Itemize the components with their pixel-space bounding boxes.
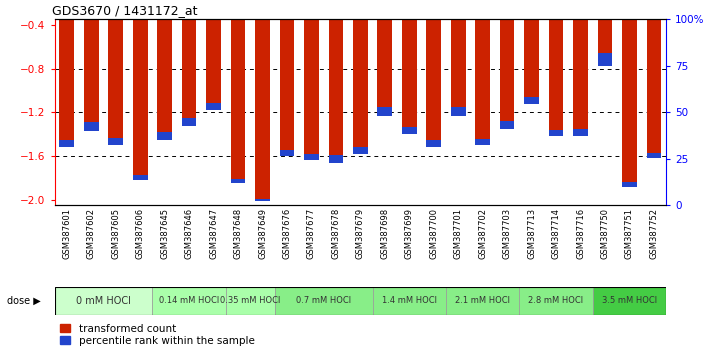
Bar (451, 0, 465, 116)
Bar (622, 182, 637, 187)
Bar (84, 122, 98, 131)
Bar (573, 0, 587, 136)
Bar (108, 0, 123, 145)
Bar (133, 0, 148, 180)
Bar (182, 0, 197, 126)
Bar (646, 0, 661, 158)
Text: GDS3670 / 1431172_at: GDS3670 / 1431172_at (52, 4, 197, 17)
Text: 0.14 mM HOCl: 0.14 mM HOCl (159, 296, 219, 306)
Bar (353, 0, 368, 154)
Text: 2.8 mM HOCl: 2.8 mM HOCl (529, 296, 584, 306)
Bar (598, 0, 612, 67)
Bar (231, 0, 245, 183)
Bar (524, 97, 539, 104)
Bar (427, 0, 441, 147)
Bar (524, 0, 539, 104)
Bar (353, 147, 368, 154)
Bar (206, 103, 221, 110)
Bar (475, 0, 490, 145)
Bar (231, 179, 245, 183)
Bar (475, 139, 490, 145)
Text: 2.1 mM HOCl: 2.1 mM HOCl (455, 296, 510, 306)
Bar (206, 0, 221, 110)
Text: 0.35 mM HOCl: 0.35 mM HOCl (220, 296, 280, 306)
Bar (378, 107, 392, 116)
Bar (549, 130, 563, 136)
Text: 3.5 mM HOCl: 3.5 mM HOCl (602, 296, 657, 306)
Bar (446, 287, 519, 315)
Bar (328, 155, 343, 163)
Bar (402, 0, 416, 134)
Bar (573, 129, 587, 136)
Bar (280, 0, 294, 156)
Bar (549, 0, 563, 136)
Bar (451, 107, 465, 116)
Bar (500, 0, 515, 129)
Bar (304, 0, 319, 160)
Bar (256, 199, 270, 201)
Bar (60, 0, 74, 147)
Bar (256, 0, 270, 201)
Bar (226, 287, 274, 315)
Text: 1.4 mM HOCl: 1.4 mM HOCl (381, 296, 437, 306)
Bar (55, 287, 152, 315)
Bar (280, 149, 294, 156)
Bar (60, 140, 74, 147)
Bar (373, 287, 446, 315)
Text: 0.7 mM HOCl: 0.7 mM HOCl (296, 296, 351, 306)
Bar (157, 0, 172, 140)
Bar (84, 0, 98, 131)
Bar (402, 127, 416, 134)
Bar (427, 140, 441, 147)
Bar (519, 287, 593, 315)
Bar (622, 0, 637, 187)
Bar (108, 138, 123, 145)
Bar (328, 0, 343, 163)
Bar (593, 287, 666, 315)
Bar (304, 154, 319, 160)
Text: 0 mM HOCl: 0 mM HOCl (76, 296, 131, 306)
Legend: transformed count, percentile rank within the sample: transformed count, percentile rank withi… (60, 324, 254, 346)
Bar (500, 121, 515, 129)
Bar (182, 118, 197, 126)
Bar (157, 132, 172, 140)
Bar (274, 287, 373, 315)
Bar (598, 53, 612, 67)
Text: dose ▶: dose ▶ (7, 296, 41, 306)
Bar (152, 287, 226, 315)
Bar (378, 0, 392, 116)
Bar (133, 175, 148, 180)
Bar (646, 153, 661, 158)
